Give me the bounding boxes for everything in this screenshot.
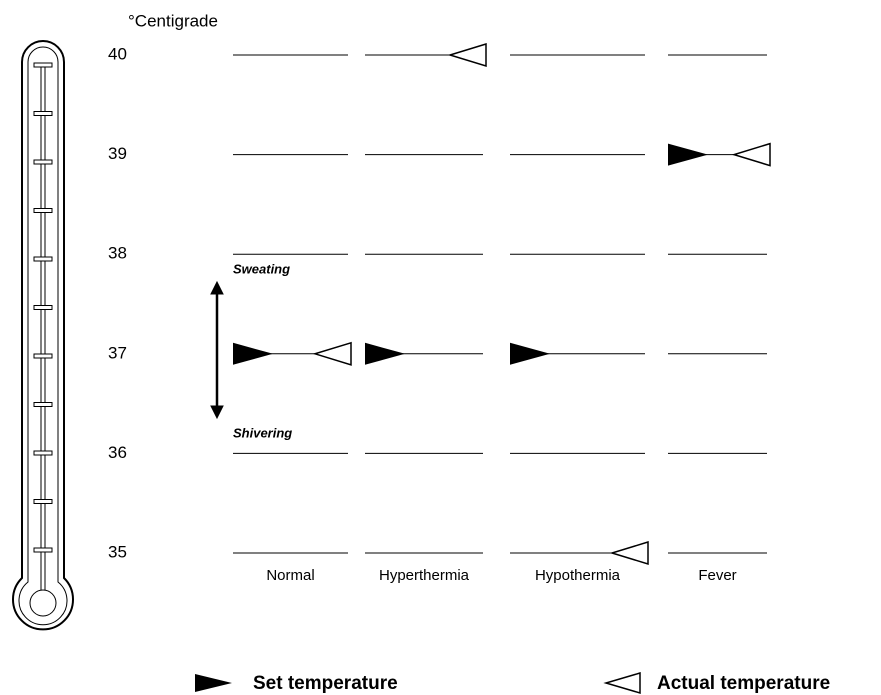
range-arrow — [210, 280, 224, 420]
thermometer-tick — [33, 353, 53, 359]
scale-label: 39 — [108, 144, 127, 163]
legend-set-marker — [195, 674, 232, 692]
sweating-label: Sweating — [233, 261, 290, 276]
scale-label: 36 — [108, 443, 127, 462]
thermometer-tick — [33, 305, 53, 310]
legend-set: Set temperature — [253, 673, 398, 694]
thermometer-tick — [33, 159, 53, 165]
scale-label: 40 — [108, 44, 127, 63]
thermometer-tick — [33, 62, 53, 68]
actual-marker — [609, 540, 649, 566]
set-marker — [668, 143, 708, 166]
actual-marker — [447, 42, 487, 68]
set-marker — [510, 342, 550, 365]
condition-label: Hyperthermia — [379, 567, 470, 584]
scale-label: 35 — [108, 542, 127, 561]
condition-label: Fever — [698, 567, 736, 584]
actual-marker — [731, 142, 771, 167]
thermometer-tick — [33, 256, 53, 262]
condition-label: Normal — [266, 567, 314, 584]
scale-label: 38 — [108, 244, 127, 263]
thermometer — [12, 40, 74, 631]
actual-marker — [312, 341, 352, 366]
condition-label: Hypothermia — [535, 567, 621, 584]
legend-actual: Actual temperature — [657, 673, 830, 694]
unit-label: °Centigrade — [128, 11, 218, 30]
thermometer-tick — [33, 499, 53, 504]
thermometer-tick — [33, 111, 53, 116]
thermometer-tick — [33, 208, 53, 213]
thermometer-tick — [33, 402, 53, 407]
set-marker — [365, 342, 405, 365]
legend-actual-marker — [603, 671, 641, 695]
set-marker — [233, 342, 273, 365]
scale-label: 37 — [108, 343, 127, 362]
shivering-label: Shivering — [233, 425, 292, 440]
thermometer-tick — [33, 547, 53, 553]
thermometer-tick — [33, 450, 53, 456]
